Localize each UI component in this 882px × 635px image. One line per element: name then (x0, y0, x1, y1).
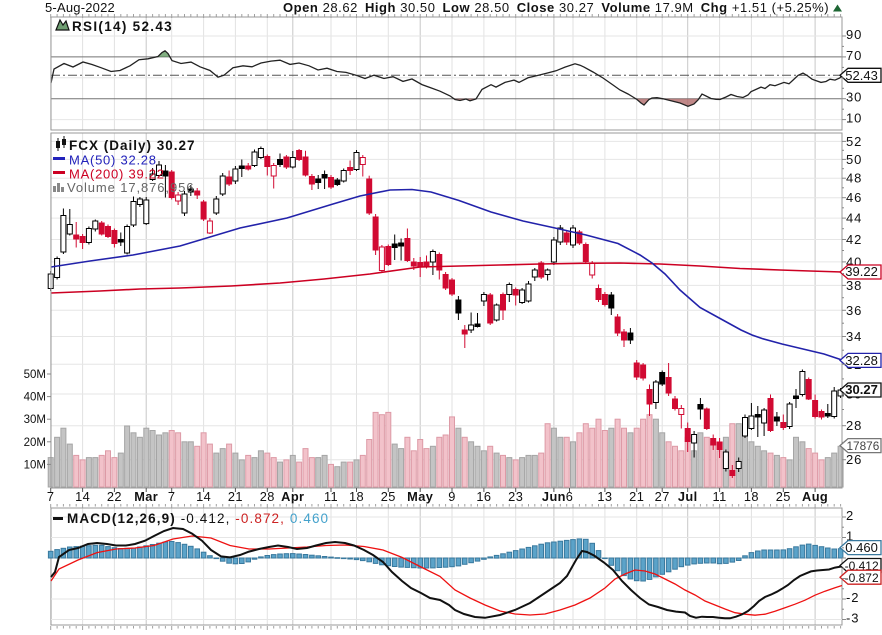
svg-text:27: 27 (655, 489, 670, 504)
svg-text:Jul: Jul (678, 489, 698, 504)
svg-text:-3: -3 (846, 611, 859, 626)
svg-text:-0.412: -0.412 (845, 559, 879, 573)
svg-text:20M: 20M (24, 437, 46, 449)
svg-text:0.460: 0.460 (845, 540, 878, 555)
svg-text:10: 10 (846, 111, 862, 126)
svg-text:-0.872: -0.872 (845, 571, 879, 585)
svg-text:FCX (Daily) 30.27: FCX (Daily) 30.27 (69, 138, 196, 153)
svg-text:Jun: Jun (542, 489, 566, 504)
svg-text:MA(200) 39.22: MA(200) 39.22 (69, 167, 165, 182)
svg-text:2: 2 (846, 508, 854, 523)
svg-text:17876: 17876 (847, 439, 880, 453)
svg-text:Volume 17,876,956: Volume 17,876,956 (67, 180, 194, 195)
svg-text:7: 7 (47, 489, 55, 504)
svg-text:36: 36 (846, 303, 862, 318)
svg-text:26: 26 (846, 452, 862, 467)
svg-text:39.22: 39.22 (845, 264, 878, 279)
svg-text:13: 13 (597, 489, 612, 504)
svg-text:48: 48 (846, 171, 862, 186)
svg-text:RSI(14) 52.43: RSI(14) 52.43 (72, 19, 173, 34)
svg-text:21: 21 (228, 489, 243, 504)
svg-text:28: 28 (260, 489, 275, 504)
svg-text:May: May (407, 489, 434, 504)
svg-text:50: 50 (846, 152, 862, 167)
svg-text:16: 16 (476, 489, 491, 504)
svg-text:9: 9 (448, 489, 456, 504)
svg-text:11: 11 (324, 489, 338, 504)
svg-text:90: 90 (846, 27, 862, 42)
svg-text:46: 46 (846, 190, 862, 205)
svg-text:7: 7 (168, 489, 176, 504)
svg-text:25: 25 (381, 489, 396, 504)
svg-text:70: 70 (846, 48, 862, 63)
svg-text:32.28: 32.28 (845, 353, 878, 368)
svg-text:42: 42 (846, 232, 862, 247)
svg-text:10M: 10M (24, 459, 46, 471)
svg-text:50M: 50M (24, 369, 46, 381)
svg-text:Aug: Aug (802, 489, 828, 504)
svg-text:30: 30 (846, 90, 862, 105)
svg-text:52: 52 (846, 134, 862, 149)
svg-text:5-Aug-2022: 5-Aug-2022 (45, 0, 115, 15)
svg-text:14: 14 (196, 489, 211, 504)
svg-text:1: 1 (846, 529, 854, 544)
svg-text:23: 23 (508, 489, 523, 504)
svg-text:Apr: Apr (281, 489, 304, 504)
svg-text:14: 14 (75, 489, 90, 504)
svg-text:6: 6 (566, 489, 574, 504)
svg-text:22: 22 (107, 489, 122, 504)
svg-text:30.27: 30.27 (845, 382, 878, 397)
svg-text:25: 25 (776, 489, 791, 504)
svg-text:11: 11 (713, 489, 727, 504)
svg-text:38: 38 (846, 278, 862, 293)
svg-text:30M: 30M (24, 414, 46, 426)
svg-text:MA(50) 32.28: MA(50) 32.28 (69, 153, 157, 168)
svg-text:40M: 40M (24, 392, 46, 404)
svg-text:-2: -2 (846, 590, 859, 605)
svg-text:18: 18 (744, 489, 759, 504)
svg-text:21: 21 (629, 489, 644, 504)
svg-text:18: 18 (349, 489, 364, 504)
svg-text:52.43: 52.43 (845, 68, 878, 83)
svg-text:Open 28.62 High 30.50 Low 28.5: Open 28.62 High 30.50 Low 28.50 Close 30… (283, 0, 829, 15)
svg-text:28: 28 (846, 418, 862, 433)
svg-text:Mar: Mar (134, 489, 158, 504)
svg-text:44: 44 (846, 211, 862, 226)
svg-text:MACD(12,26,9) -0.412, -0.872,: MACD(12,26,9) -0.412, -0.872, 0.460 (67, 511, 329, 526)
svg-text:34: 34 (846, 329, 862, 344)
